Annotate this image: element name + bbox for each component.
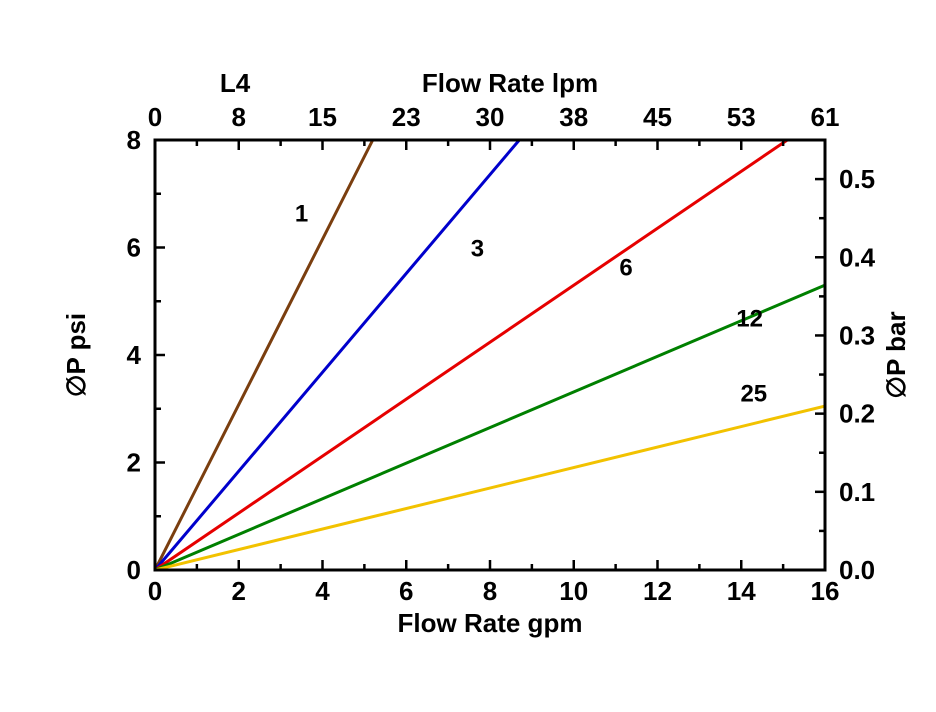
x-bottom-tick-label: 2	[232, 576, 246, 606]
x-top-tick-label: 45	[643, 102, 672, 132]
y-left-tick-label: 2	[127, 448, 141, 478]
series-label-3: 3	[471, 236, 484, 263]
x-bottom-tick-label: 14	[727, 576, 756, 606]
x-top-tick-label: 0	[148, 102, 162, 132]
x-bottom-tick-label: 8	[483, 576, 497, 606]
x-top-tick-label: 30	[476, 102, 505, 132]
x-top-prefix: L4	[220, 68, 251, 98]
pressure-flow-chart: 13612250246810121416Flow Rate gpm0815233…	[0, 0, 936, 712]
y-right-title: ∅P bar	[881, 311, 911, 398]
chart-svg: 13612250246810121416Flow Rate gpm0815233…	[0, 0, 936, 712]
x-bottom-tick-label: 16	[811, 576, 840, 606]
x-bottom-tick-label: 0	[148, 576, 162, 606]
x-top-title: Flow Rate lpm	[422, 68, 598, 98]
y-right-tick-label: 0.1	[839, 477, 875, 507]
series-label-1: 1	[295, 201, 308, 228]
x-top-tick-label: 23	[392, 102, 421, 132]
y-left-tick-label: 8	[127, 125, 141, 155]
y-left-title: ∅P psi	[61, 313, 91, 397]
y-right-title-group: ∅P bar	[881, 311, 911, 398]
x-bottom-tick-label: 4	[315, 576, 330, 606]
y-right-tick-label: 0.5	[839, 164, 875, 194]
series-label-6: 6	[619, 254, 632, 281]
x-top-tick-label: 53	[727, 102, 756, 132]
x-top-tick-label: 8	[232, 102, 246, 132]
x-bottom-tick-label: 10	[559, 576, 588, 606]
y-right-tick-label: 0.3	[839, 320, 875, 350]
x-bottom-tick-label: 6	[399, 576, 413, 606]
y-right-tick-label: 0.2	[839, 399, 875, 429]
y-right-tick-label: 0.4	[839, 242, 876, 272]
y-right-tick-label: 0.0	[839, 555, 875, 585]
x-top-tick-label: 15	[308, 102, 337, 132]
y-left-tick-label: 6	[127, 233, 141, 263]
x-top-tick-label: 38	[559, 102, 588, 132]
series-label-25: 25	[740, 381, 767, 408]
series-label-12: 12	[736, 305, 763, 332]
y-left-tick-label: 4	[127, 340, 142, 370]
x-bottom-tick-label: 12	[643, 576, 672, 606]
y-left-tick-label: 0	[127, 555, 141, 585]
x-top-tick-label: 61	[811, 102, 840, 132]
y-left-title-group: ∅P psi	[61, 313, 91, 397]
x-bottom-title: Flow Rate gpm	[398, 608, 583, 638]
